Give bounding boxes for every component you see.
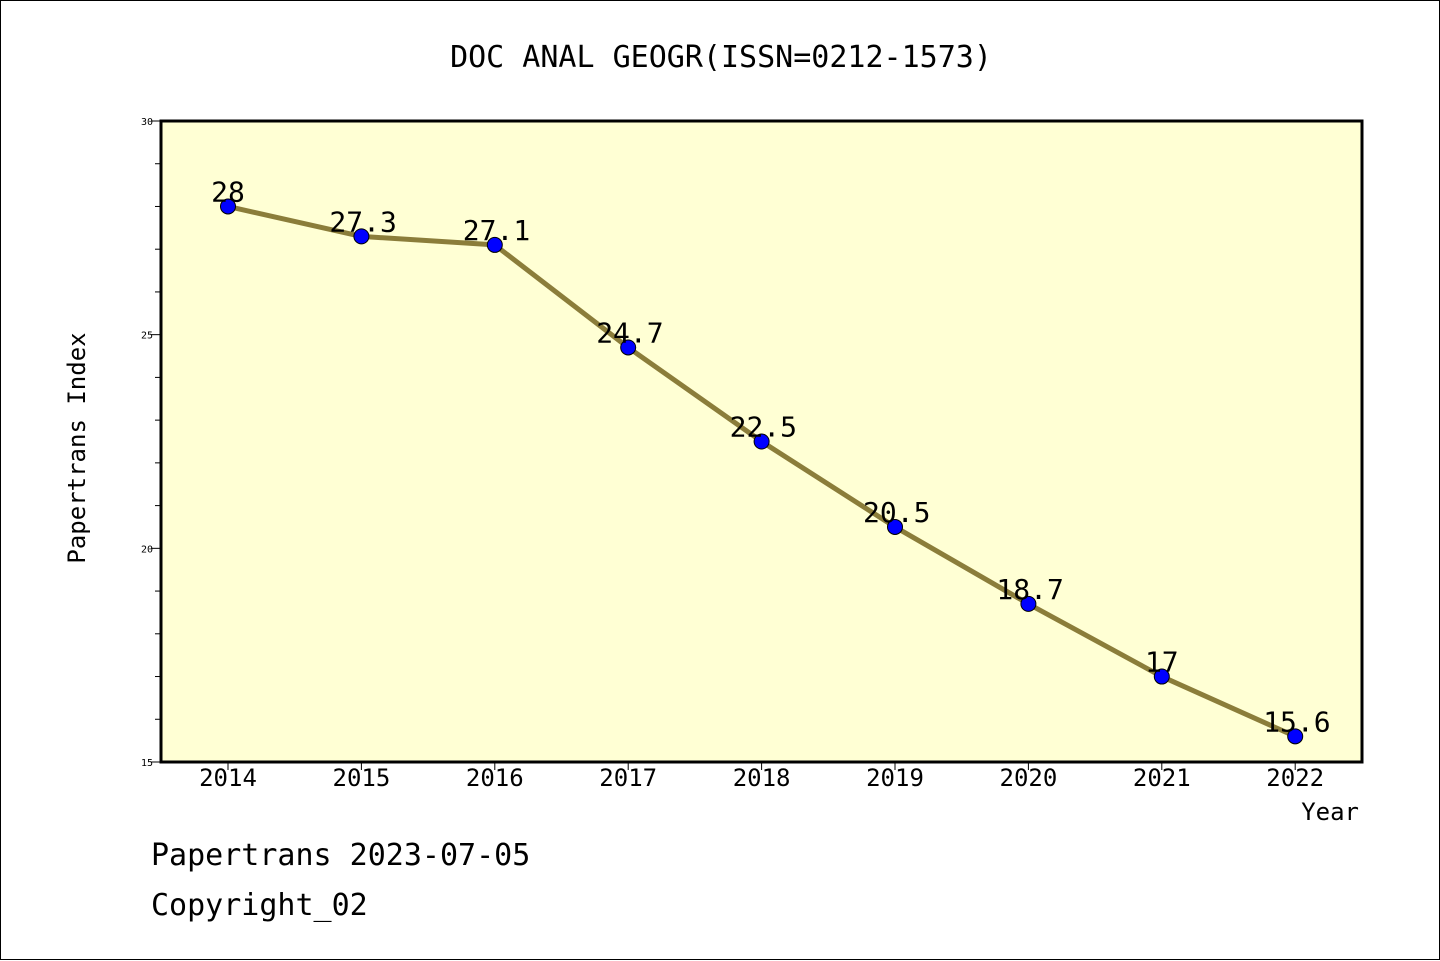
x-tick-label: 2014 bbox=[199, 764, 257, 792]
data-point bbox=[1287, 728, 1304, 745]
data-point bbox=[887, 518, 903, 535]
y-tick-label: 15 bbox=[141, 758, 153, 769]
x-axis: 2014 2015 2016 2017 2018 2019 2020 2021 2022 bbox=[199, 762, 1324, 792]
data-point bbox=[1020, 595, 1037, 612]
x-axis-label: Year bbox=[1301, 798, 1359, 826]
chart-title: DOC ANAL GEOGR(ISSN=0212-1573) bbox=[450, 40, 992, 75]
data-label: 15.6 bbox=[1263, 705, 1330, 738]
y-tick-label: 20 bbox=[141, 544, 153, 555]
data-point bbox=[1153, 668, 1170, 685]
x-tick-label: 2016 bbox=[466, 764, 524, 792]
x-tick-label: 2021 bbox=[1133, 764, 1191, 792]
x-tick-label: 2020 bbox=[1000, 764, 1058, 792]
data-label: 22.5 bbox=[730, 411, 797, 444]
data-label: 18.7 bbox=[996, 573, 1063, 606]
y-tick-label: 30 bbox=[141, 117, 153, 128]
x-tick-label: 2019 bbox=[866, 764, 924, 792]
y-tick-label: 25 bbox=[141, 331, 153, 342]
x-tick-label: 2022 bbox=[1266, 764, 1324, 792]
data-point bbox=[353, 228, 370, 245]
data-label: 17 bbox=[1145, 646, 1179, 679]
data-point bbox=[486, 236, 503, 253]
footer-date: Papertrans 2023-07-05 bbox=[151, 838, 530, 873]
x-tick-label: 2018 bbox=[733, 764, 791, 792]
data-point bbox=[220, 198, 236, 215]
footer-copyright: Copyright_02 bbox=[151, 888, 368, 923]
data-label: 24.7 bbox=[596, 316, 663, 349]
data-label: 27.1 bbox=[463, 214, 530, 247]
data-point bbox=[753, 433, 770, 450]
x-tick-label: 2015 bbox=[333, 764, 391, 792]
data-label: 20.5 bbox=[863, 496, 930, 529]
x-tick-label: 2017 bbox=[599, 764, 657, 792]
data-point bbox=[620, 339, 637, 356]
data-label: 28 bbox=[211, 175, 245, 208]
y-axis-label: Papertrans Index bbox=[63, 332, 91, 563]
y-axis: 15 20 25 30 bbox=[141, 117, 161, 769]
data-label: 27.3 bbox=[329, 205, 396, 238]
series: 28 27.3 27.1 24.7 22.5 20.5 18.7 17 15.6 bbox=[211, 175, 1331, 745]
